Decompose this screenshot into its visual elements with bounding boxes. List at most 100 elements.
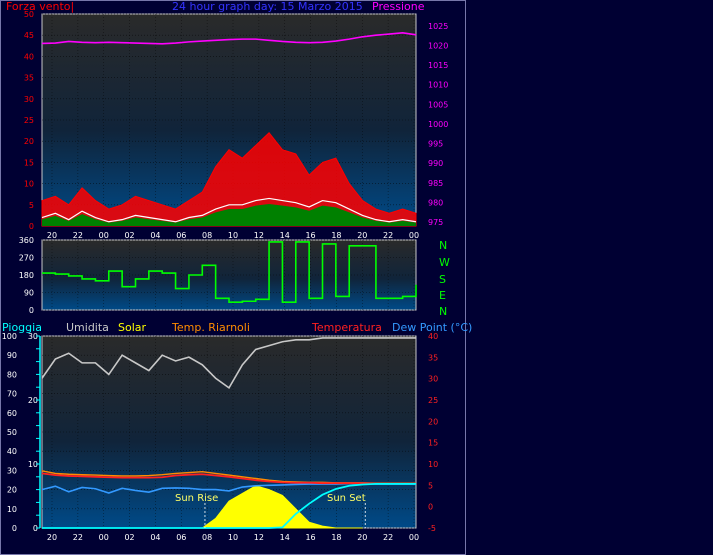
y-temp-tick-label: 30 — [428, 375, 438, 384]
x-tick-label: 02 — [124, 533, 134, 542]
legend-riarnoli: Temp. Riarnoli — [171, 321, 250, 334]
x-tick-label: 12 — [254, 533, 264, 542]
y-left-tick-label: 45 — [24, 31, 34, 40]
y-temp-tick-label: 25 — [428, 396, 438, 405]
y-left-tick-label: 30 — [24, 95, 34, 104]
y-temp-tick-label: 10 — [428, 460, 438, 469]
series-humidity — [41, 337, 416, 390]
x-tick-label: 22 — [73, 231, 83, 240]
y-right-tick-label: 990 — [428, 159, 443, 168]
y-dir-tick-label: 90 — [24, 289, 34, 298]
x-tick-label: 04 — [150, 533, 160, 542]
y-dir-tick-label: 0 — [29, 306, 34, 315]
compass-n-bottom: N — [439, 305, 447, 318]
y-rain-tick-label: 20 — [28, 396, 38, 405]
y-rain-tick-label: 10 — [28, 460, 38, 469]
x-tick-label: 22 — [73, 533, 83, 542]
series-solar — [200, 485, 363, 529]
x-tick-label: 00 — [409, 231, 419, 240]
x-tick-label: 20 — [357, 533, 367, 542]
y-dir-tick-label: 180 — [19, 271, 34, 280]
y-left-tick-label: 20 — [24, 137, 34, 146]
x-tick-label: 20 — [47, 231, 57, 240]
y-humidity-tick-label: 70 — [7, 390, 17, 399]
x-tick-label: 18 — [331, 231, 341, 240]
x-tick-label: 16 — [305, 231, 315, 240]
annotation-sunrise: Sun Rise — [175, 493, 218, 504]
series-average — [41, 197, 417, 223]
x-tick-label: 02 — [124, 231, 134, 240]
series-wind-low — [42, 203, 416, 226]
header-left-label: Forza vento| — [6, 0, 74, 13]
y-right-tick-label: 1020 — [428, 41, 448, 50]
x-tick-label: 04 — [150, 231, 160, 240]
legend-pioggia: Pioggia — [2, 321, 42, 334]
x-tick-label: 00 — [409, 533, 419, 542]
compass-s: S — [439, 273, 446, 286]
compass-w: W — [439, 256, 450, 269]
x-tick-label: 08 — [202, 533, 212, 542]
y-right-tick-label: 1005 — [428, 100, 448, 109]
y-temp-tick-label: 0 — [428, 503, 433, 512]
y-humidity-tick-label: 60 — [7, 409, 17, 418]
x-tick-label: 00 — [99, 533, 109, 542]
y-rain-tick-label: 0 — [33, 524, 38, 533]
y-left-tick-label: 50 — [24, 10, 34, 19]
y-humidity-tick-label: 10 — [7, 505, 17, 514]
y-temp-tick-label: 15 — [428, 439, 438, 448]
y-temp-tick-label: 20 — [428, 417, 438, 426]
y-left-tick-label: 40 — [24, 52, 34, 61]
legend-umidita: Umidita — [66, 321, 109, 334]
x-tick-label: 22 — [383, 533, 393, 542]
compass-n-top: N — [439, 239, 447, 252]
y-humidity-tick-label: 40 — [7, 447, 17, 456]
x-tick-label: 00 — [99, 231, 109, 240]
y-temp-tick-label: -5 — [428, 524, 436, 533]
x-tick-label: 10 — [228, 231, 238, 240]
x-tick-label: 20 — [357, 231, 367, 240]
compass-e: E — [439, 289, 446, 302]
legend-solar: Solar — [118, 321, 147, 334]
series-gust — [41, 131, 417, 227]
y-dir-tick-label: 360 — [19, 236, 34, 245]
x-tick-label: 16 — [305, 533, 315, 542]
x-tick-label: 08 — [202, 231, 212, 240]
y-dir-tick-label: 270 — [19, 254, 34, 263]
x-tick-label: 12 — [254, 231, 264, 240]
x-tick-label: 14 — [280, 231, 290, 240]
y-humidity-tick-label: 80 — [7, 370, 17, 379]
annotation-sunset: Sun Set — [327, 493, 366, 504]
y-humidity-tick-label: 30 — [7, 466, 17, 475]
y-left-tick-label: 15 — [24, 158, 34, 167]
y-right-tick-label: 1010 — [428, 81, 448, 90]
y-humidity-tick-label: 90 — [7, 351, 17, 360]
x-tick-label: 18 — [331, 533, 341, 542]
legend-temperatura: Temperatura — [311, 321, 382, 334]
series-temperature — [41, 472, 416, 485]
y-temp-tick-label: 5 — [428, 481, 433, 490]
legend-dewpoint: Dew Point (°C) — [392, 321, 472, 334]
y-left-tick-label: 10 — [24, 180, 34, 189]
x-tick-label: 06 — [176, 533, 186, 542]
y-right-tick-label: 1000 — [428, 120, 448, 129]
y-right-tick-label: 980 — [428, 198, 443, 207]
header-right-label: Pressione — [372, 0, 425, 13]
series-direction — [42, 241, 417, 304]
y-rain-tick-label: 30 — [28, 332, 38, 341]
y-humidity-tick-label: 50 — [7, 428, 17, 437]
header-title: 24 hour graph day: 15 Marzo 2015 — [172, 0, 363, 13]
y-right-tick-label: 1015 — [428, 61, 448, 70]
x-tick-label: 20 — [47, 533, 57, 542]
y-humidity-tick-label: 20 — [7, 486, 17, 495]
y-right-tick-label: 985 — [428, 179, 443, 188]
y-left-tick-label: 0 — [29, 222, 34, 231]
y-right-tick-label: 975 — [428, 218, 443, 227]
series-pressure — [41, 32, 417, 45]
y-right-tick-label: 1025 — [428, 22, 448, 31]
y-left-tick-label: 35 — [24, 74, 34, 83]
y-temp-tick-label: 35 — [428, 353, 438, 362]
x-tick-label: 22 — [383, 231, 393, 240]
y-humidity-tick-label: 100 — [2, 332, 17, 341]
